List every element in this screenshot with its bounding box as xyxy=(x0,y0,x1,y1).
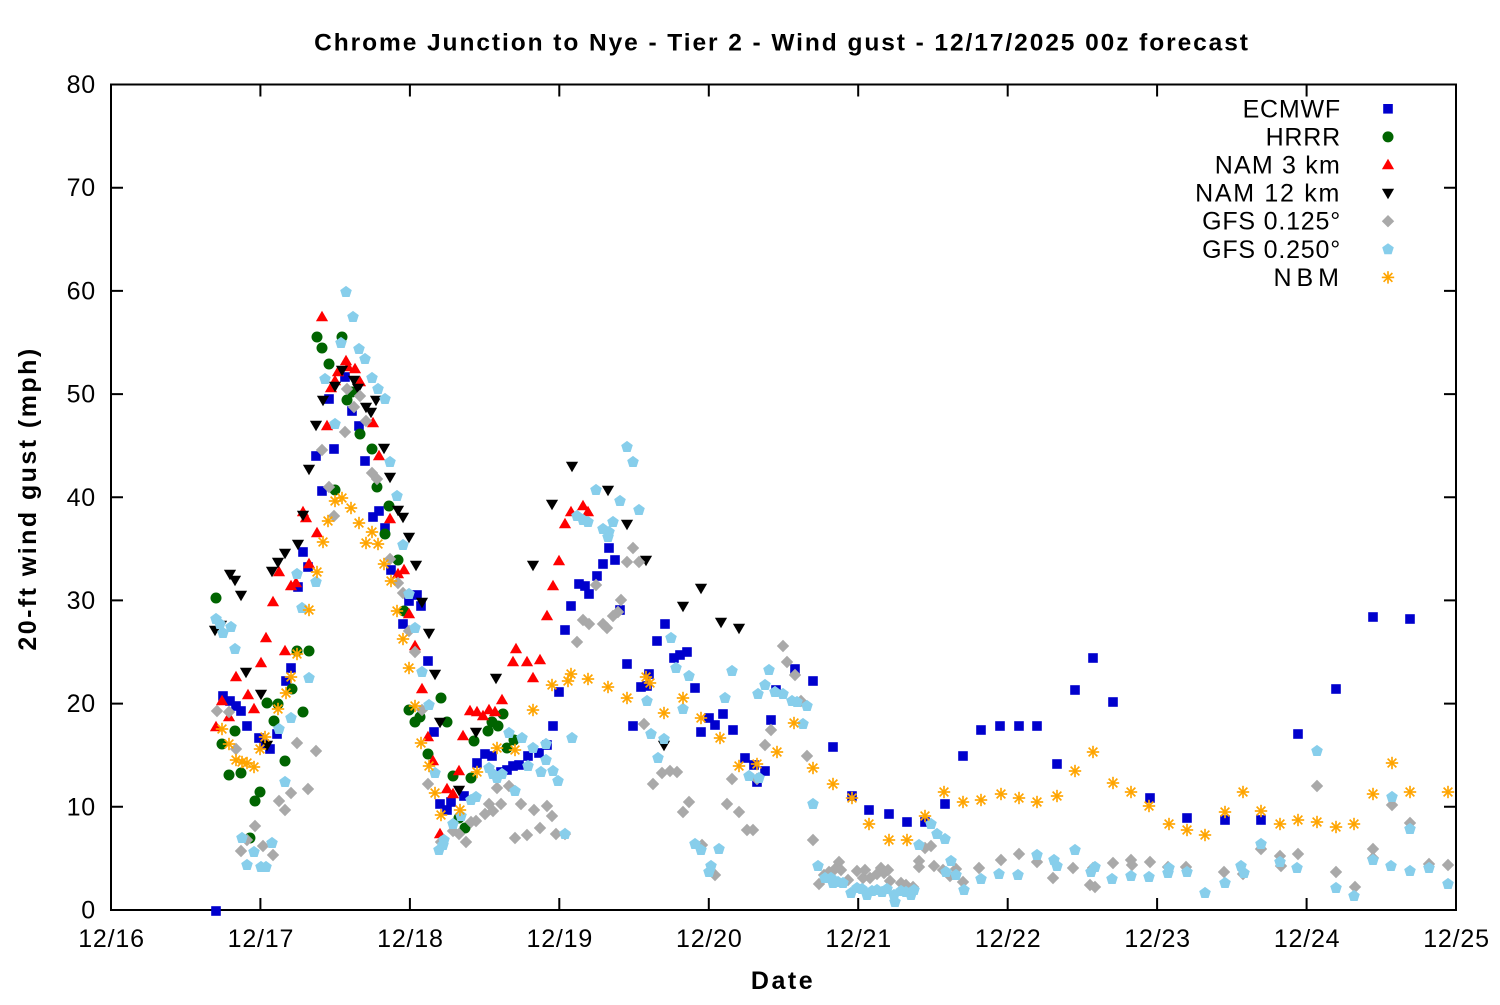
svg-text:12/21: 12/21 xyxy=(825,925,892,953)
svg-text:GFS 0.125°: GFS 0.125° xyxy=(1202,208,1341,236)
svg-text:12/17: 12/17 xyxy=(228,925,295,953)
svg-text:Date: Date xyxy=(751,967,815,995)
svg-text:NAM 3 km: NAM 3 km xyxy=(1215,152,1341,180)
svg-text:12/19: 12/19 xyxy=(527,925,594,953)
svg-text:60: 60 xyxy=(67,277,96,305)
svg-text:12/16: 12/16 xyxy=(78,925,145,953)
svg-text:12/24: 12/24 xyxy=(1274,925,1341,953)
svg-text:NBM: NBM xyxy=(1273,264,1344,292)
svg-text:NAM 12 km: NAM 12 km xyxy=(1195,180,1341,208)
svg-text:ECMWF: ECMWF xyxy=(1243,95,1341,123)
svg-text:12/25: 12/25 xyxy=(1423,925,1490,953)
svg-text:12/18: 12/18 xyxy=(377,925,444,953)
svg-text:70: 70 xyxy=(67,174,96,202)
svg-text:HRRR: HRRR xyxy=(1266,123,1341,151)
svg-text:30: 30 xyxy=(67,587,96,615)
svg-text:12/20: 12/20 xyxy=(676,925,743,953)
svg-text:0: 0 xyxy=(81,897,96,925)
svg-text:10: 10 xyxy=(67,793,96,821)
svg-text:12/23: 12/23 xyxy=(1124,925,1191,953)
svg-text:50: 50 xyxy=(67,381,96,409)
svg-text:12/22: 12/22 xyxy=(975,925,1042,953)
svg-text:20-ft wind gust (mph): 20-ft wind gust (mph) xyxy=(14,346,42,650)
svg-text:20: 20 xyxy=(67,690,96,718)
svg-text:Chrome Junction to Nye - Tier: Chrome Junction to Nye - Tier 2 - Wind g… xyxy=(314,30,1250,57)
svg-text:40: 40 xyxy=(67,484,96,512)
svg-text:GFS 0.250°: GFS 0.250° xyxy=(1202,236,1341,264)
svg-text:80: 80 xyxy=(67,71,96,99)
